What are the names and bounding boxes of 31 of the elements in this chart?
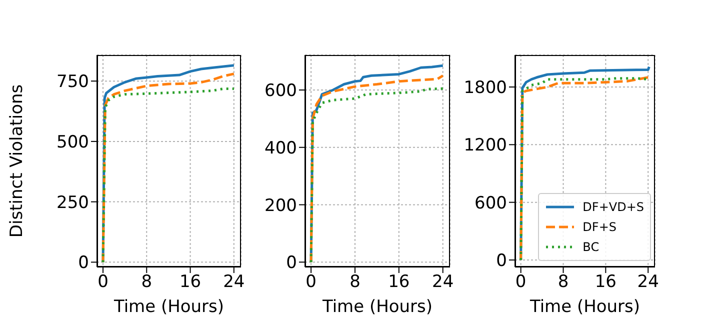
y-tick-label: 750 [56,72,89,92]
x-tick-label: 8 [558,272,569,292]
y-tick-label: 1800 [464,78,507,98]
legend-label: DF+VD+S [582,200,644,214]
x-tick-label: 0 [98,272,108,292]
y-tick-label: 600 [474,193,507,214]
x-axis-title: Time (Hours) [321,297,433,317]
y-tick-label: 500 [56,132,89,152]
y-tick-label: 1200 [464,136,507,156]
x-tick-label: 0 [515,272,526,292]
legend-label: BC [582,240,600,254]
y-axis-title: Distinct Violations [7,84,28,238]
x-tick-label: 16 [388,272,410,292]
y-tick-label: 0 [496,251,507,272]
x-axis-title: Time (Hours) [112,297,224,317]
y-tick-label: 200 [264,196,297,216]
x-axis-title: Time (Hours) [528,297,640,317]
x-tick-label: 24 [637,272,659,292]
x-tick-label: 16 [594,272,616,292]
x-tick-label: 0 [306,272,316,292]
y-tick-label: 0 [286,253,297,274]
x-tick-label: 16 [179,272,202,292]
y-tick-label: 400 [264,138,297,158]
legend-label: DF+S [582,220,616,234]
x-tick-label: 8 [141,272,152,292]
y-tick-label: 0 [78,253,89,274]
x-tick-label: 24 [432,272,454,292]
y-tick-label: 250 [56,192,89,213]
y-tick-label: 600 [264,81,297,102]
x-tick-label: 8 [350,272,360,292]
x-tick-label: 24 [223,272,245,292]
